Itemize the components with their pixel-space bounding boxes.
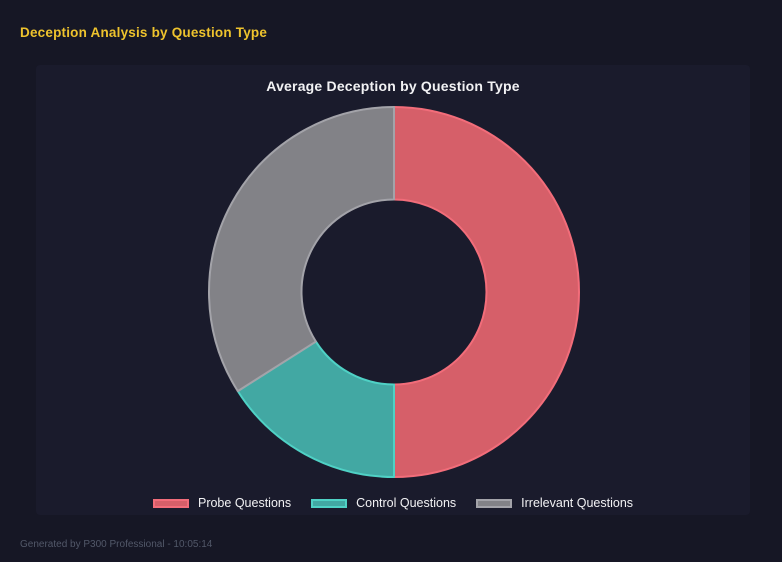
legend-label: Control Questions bbox=[356, 496, 457, 510]
legend-item-0[interactable]: Probe Questions bbox=[152, 496, 292, 510]
legend-item-2[interactable]: Irrelevant Questions bbox=[476, 496, 633, 510]
legend-item-1[interactable]: Control Questions bbox=[311, 496, 456, 510]
legend-swatch bbox=[152, 498, 189, 508]
donut-chart[interactable] bbox=[206, 104, 582, 480]
legend-label: Irrelevant Questions bbox=[521, 496, 634, 510]
chart-title: Average Deception by Question Type bbox=[266, 78, 520, 94]
donut-segment-2[interactable] bbox=[208, 106, 395, 393]
chart-panel: Average Deception by Question Type Probe… bbox=[36, 65, 750, 515]
donut-segment-0[interactable] bbox=[393, 106, 580, 478]
chart-legend: Probe Questions Control Questions Irreleva… bbox=[36, 496, 750, 510]
legend-swatch bbox=[476, 498, 513, 508]
legend-swatch bbox=[311, 498, 348, 508]
legend-label: Probe Questions bbox=[197, 496, 292, 510]
donut-segment-1[interactable] bbox=[236, 340, 395, 478]
footer-note: Generated by P300 Professional - 10:05:1… bbox=[20, 539, 213, 550]
page-title: Deception Analysis by Question Type bbox=[20, 25, 268, 40]
